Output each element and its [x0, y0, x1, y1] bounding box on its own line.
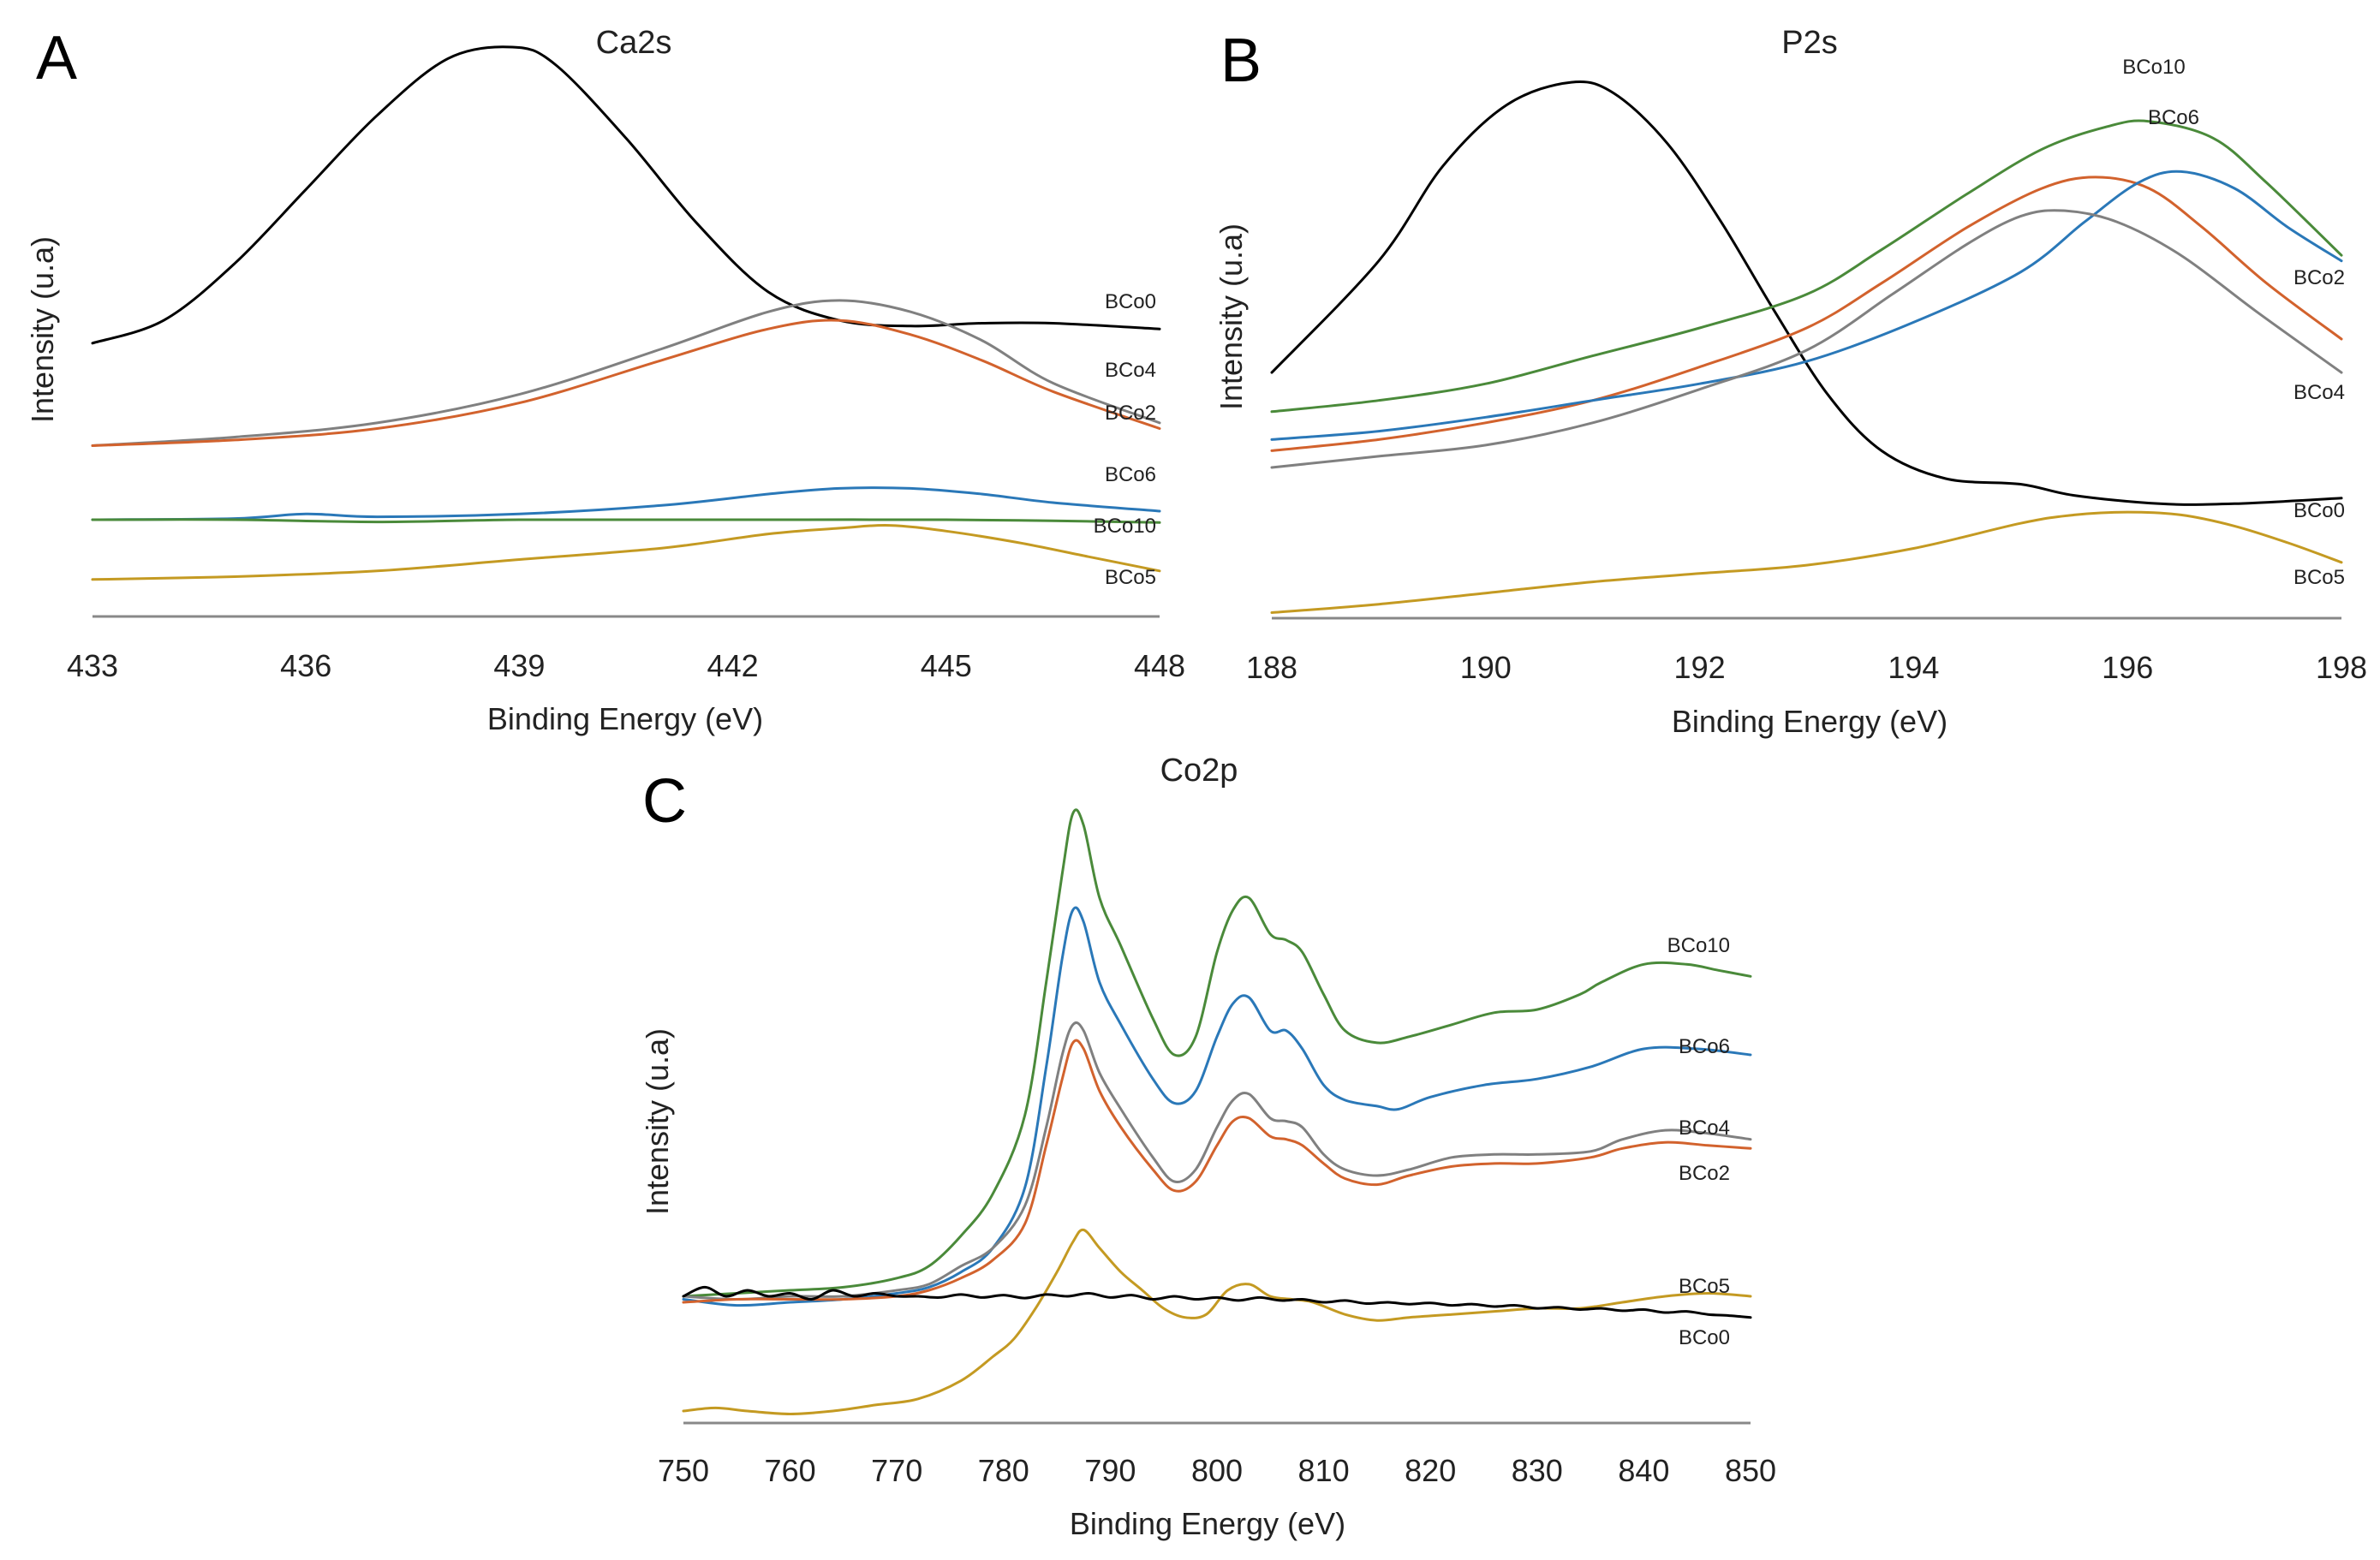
- series-label-bco0: BCo0: [1105, 290, 1156, 313]
- series-label-bco2: BCo2: [1679, 1162, 1730, 1185]
- series-line-bco10: [91, 518, 1161, 524]
- x-tick-label: 448: [1134, 648, 1185, 683]
- series-label-bco6: BCo6: [2148, 106, 2199, 129]
- series-a: BCo0 BCo4 BCo2 BCo6 BCo10 BCo5: [91, 45, 1161, 589]
- x-tick-label: 442: [707, 648, 759, 683]
- series-label-bco5: BCo5: [1679, 1275, 1730, 1298]
- series-line-bco2: [682, 1039, 1752, 1304]
- series-line-bco10: [682, 808, 1752, 1298]
- series-label-bco10: BCo10: [2122, 56, 2185, 79]
- x-ticks-a: 433 436 439 442 445 448: [67, 648, 1185, 683]
- chart-title-a: Ca2s: [596, 25, 672, 61]
- x-tick-label: 196: [2102, 650, 2153, 685]
- x-tick-label: 439: [493, 648, 545, 683]
- x-tick-label: 780: [978, 1453, 1029, 1488]
- series-c: BCo10 BCo6 BCo4 BCo2 BCo5 BCo0: [682, 808, 1752, 1415]
- x-tick-label: 830: [1512, 1453, 1563, 1488]
- panel-letter-a: A: [36, 24, 77, 92]
- series-label-bco6: BCo6: [1105, 463, 1156, 486]
- x-tick-label: 192: [1674, 650, 1726, 685]
- y-axis-label-a: Intensity (u.a): [25, 236, 60, 423]
- series-line-bco5: [91, 524, 1161, 581]
- panel-a: A Ca2s Binding Energy (eV) Intensity (u.…: [25, 24, 1185, 736]
- x-tick-label: 820: [1405, 1453, 1456, 1488]
- series-label-bco0: BCo0: [2294, 499, 2345, 522]
- panel-c: C Co2p Binding Energy (eV) Intensity (u.…: [640, 753, 1776, 1541]
- series-label-bco2: BCo2: [1105, 402, 1156, 425]
- chart-title-c: Co2p: [1160, 753, 1238, 789]
- series-label-bco4: BCo4: [1679, 1116, 1730, 1140]
- x-tick-label: 433: [67, 648, 118, 683]
- series-line-bco4: [1270, 209, 2343, 469]
- x-tick-label: 190: [1460, 650, 1512, 685]
- series-line-bco4: [91, 299, 1161, 447]
- x-tick-label: 840: [1618, 1453, 1669, 1488]
- x-axis-label-a: Binding Energy (eV): [487, 701, 763, 736]
- series-label-bco0: BCo0: [1679, 1326, 1730, 1349]
- series-label-bco5: BCo5: [2294, 566, 2345, 589]
- panel-letter-b: B: [1220, 27, 1262, 95]
- series-label-bco6: BCo6: [1679, 1035, 1730, 1058]
- series-line-bco6: [1270, 176, 2343, 452]
- series-label-bco5: BCo5: [1105, 566, 1156, 589]
- x-tick-label: 770: [871, 1453, 922, 1488]
- series-line-bco4: [682, 1021, 1752, 1301]
- x-ticks-b: 188 190 192 194 196 198: [1246, 650, 2367, 685]
- series-b: BCo0 BCo10 BCo6 BCo2 BCo4 BCo5: [1270, 56, 2345, 614]
- series-line-bco0: [91, 45, 1161, 345]
- y-axis-label-c: Intensity (u.a): [640, 1028, 675, 1215]
- x-axis-label-b: Binding Energy (eV): [1672, 704, 1948, 739]
- x-axis-label-c: Binding Energy (eV): [1070, 1506, 1345, 1541]
- series-line-bco6: [682, 906, 1752, 1307]
- series-label-bco10: BCo10: [1094, 515, 1156, 538]
- series-label-bco10: BCo10: [1667, 934, 1730, 957]
- x-tick-label: 790: [1084, 1453, 1136, 1488]
- panel-letter-c: C: [642, 767, 687, 836]
- x-tick-label: 445: [921, 648, 972, 683]
- chart-title-b: P2s: [1781, 25, 1837, 61]
- series-line-bco10: [1270, 119, 2343, 414]
- series-line-bco5: [682, 1228, 1752, 1415]
- x-tick-label: 198: [2316, 650, 2367, 685]
- x-tick-label: 800: [1191, 1453, 1243, 1488]
- series-label-bco2: BCo2: [2294, 266, 2345, 289]
- x-tick-label: 194: [1888, 650, 1939, 685]
- series-line-bco2: [1270, 170, 2343, 441]
- x-ticks-c: 750 760 770 780 790 800 810 820 830 840 850: [658, 1453, 1776, 1488]
- x-tick-label: 188: [1246, 650, 1297, 685]
- panel-b: B P2s Binding Energy (eV) Intensity (u.a…: [1214, 25, 2367, 739]
- x-tick-label: 436: [280, 648, 331, 683]
- series-line-bco6: [91, 486, 1161, 521]
- x-tick-label: 810: [1298, 1453, 1350, 1488]
- series-line-bco5: [1270, 510, 2343, 614]
- x-tick-label: 750: [658, 1453, 709, 1488]
- x-tick-label: 850: [1725, 1453, 1776, 1488]
- series-label-bco4: BCo4: [2294, 381, 2345, 404]
- series-line-bco0: [682, 1285, 1752, 1319]
- series-line-bco2: [91, 319, 1161, 447]
- x-tick-label: 760: [765, 1453, 816, 1488]
- series-label-bco4: BCo4: [1105, 359, 1156, 382]
- y-axis-label-b: Intensity (u.a): [1214, 223, 1249, 410]
- series-line-bco0: [1270, 80, 2343, 506]
